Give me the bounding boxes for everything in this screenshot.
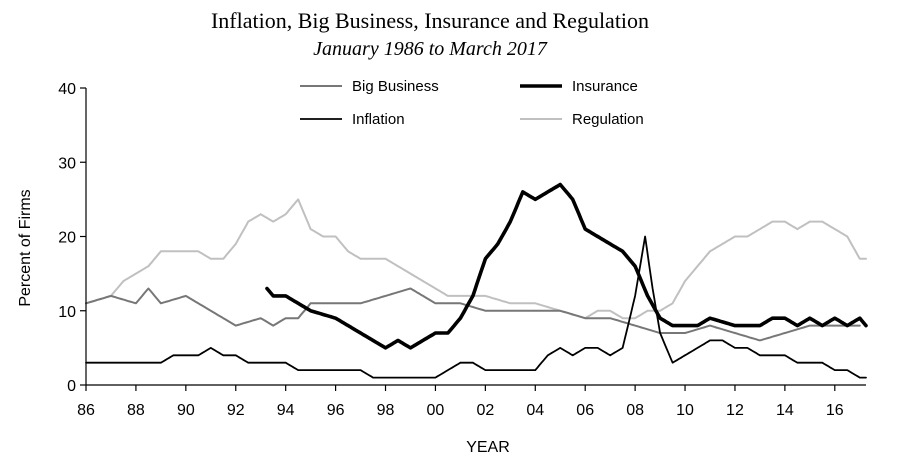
y-tick-label: 10	[58, 304, 76, 321]
y-tick-label: 20	[58, 230, 76, 247]
legend-label-regulation: Regulation	[572, 111, 644, 128]
x-tick-label: 00	[427, 402, 445, 419]
x-tick-label: 90	[177, 402, 195, 419]
series-line-inflation	[85, 235, 867, 379]
x-tick-label: 02	[476, 402, 494, 419]
x-tick-label: 04	[526, 402, 544, 419]
chart-title: Inflation, Big Business, Insurance and R…	[211, 8, 649, 33]
x-tick-label: 96	[327, 402, 345, 419]
y-tick-label: 0	[67, 378, 76, 395]
legend-label-insurance: Insurance	[572, 78, 638, 95]
x-axis-label: YEAR	[466, 439, 510, 456]
series-line-regulation	[85, 198, 867, 320]
chart-subtitle: January 1986 to March 2017	[313, 38, 548, 60]
x-tick-label: 88	[127, 402, 145, 419]
legend: Big Business Insurance Inflation Regulat…	[300, 78, 644, 128]
x-tick-label: 08	[626, 402, 644, 419]
legend-label-inflation: Inflation	[352, 111, 405, 128]
series-layer	[85, 182, 868, 379]
y-axis-label: Percent of Firms	[17, 189, 34, 306]
x-tick-label: 98	[377, 402, 395, 419]
legend-label-big-business: Big Business	[352, 78, 439, 95]
series-line-insurance	[265, 182, 868, 350]
y-tick-label: 30	[58, 155, 76, 172]
series-line-big-business	[85, 287, 861, 342]
x-tick-label: 94	[277, 402, 295, 419]
axes: 0 10 20 30 40 86 88 90 92 94 96 98 00 02 04 06 08 10 12 14 1…	[58, 81, 866, 419]
x-tick-label: 16	[826, 402, 844, 419]
x-tick-label: 10	[676, 402, 694, 419]
x-tick-label: 06	[576, 402, 594, 419]
y-tick-label: 40	[58, 81, 76, 98]
x-tick-label: 92	[227, 402, 245, 419]
x-tick-label: 12	[726, 402, 744, 419]
x-tick-label: 14	[776, 402, 794, 419]
x-tick-label: 86	[77, 402, 95, 419]
